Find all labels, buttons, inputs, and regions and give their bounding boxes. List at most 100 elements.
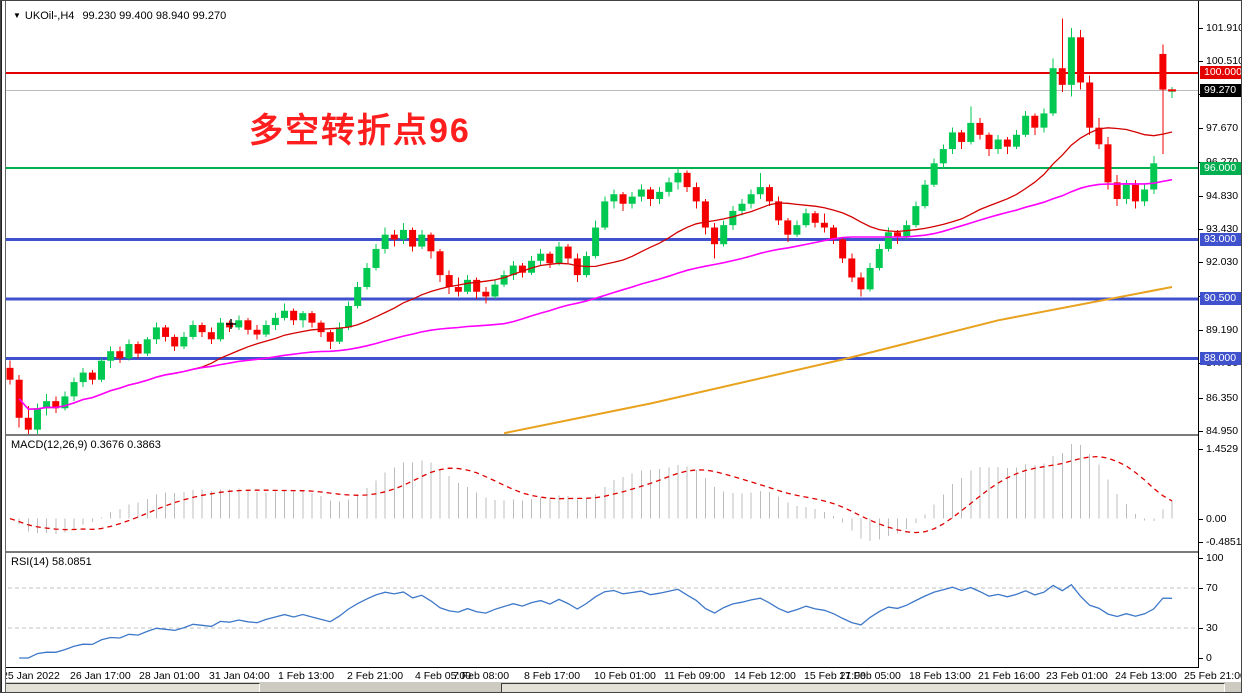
time-axis-label: 14 Feb 12:00: [734, 670, 796, 682]
candle-body: [1122, 184, 1130, 199]
time-axis-label: 17 Feb 05:00: [839, 670, 901, 682]
time-axis-label: 11 Feb 09:00: [664, 670, 726, 682]
time-axis-label: 25 Feb 21:00: [1184, 670, 1242, 682]
candle-body: [656, 191, 664, 199]
candle-body: [628, 196, 636, 204]
price-tick-label: 92.030: [1206, 256, 1239, 268]
candle-body: [765, 187, 773, 202]
macd-axis-label: 0.00: [1206, 513, 1227, 525]
candle-body: [546, 253, 554, 264]
candle-body: [976, 122, 984, 135]
candle-body: [427, 234, 435, 252]
rsi-canvas[interactable]: [1, 553, 1198, 668]
price-badge: 93.000: [1200, 233, 1241, 246]
candle-body: [354, 286, 362, 307]
candle-body: [939, 149, 947, 164]
candle-body: [216, 322, 224, 340]
candle-body: [1131, 184, 1139, 202]
price-tick-label-tick: [1199, 28, 1203, 29]
candle-body: [692, 187, 700, 202]
macd-pane[interactable]: MACD(12,26,9) 0.3676 0.3863: [1, 436, 1198, 551]
candle-body: [226, 322, 234, 328]
candle-body: [921, 184, 929, 207]
candle-body: [866, 267, 874, 290]
symbol-dropdown-icon[interactable]: ▼: [13, 11, 21, 20]
annotation-text[interactable]: 多空转折点96: [249, 112, 471, 150]
candle-body: [610, 194, 618, 202]
price-tick-label: 89.190: [1206, 324, 1239, 336]
candle-body: [235, 320, 243, 328]
candle-body: [244, 320, 252, 330]
candle-body: [445, 275, 453, 287]
candle-body: [994, 139, 1002, 150]
macd-canvas[interactable]: [1, 436, 1198, 551]
price-tick-label: 84.950: [1206, 425, 1239, 437]
pane-divider-1[interactable]: [1, 434, 1241, 436]
candle-body: [152, 327, 160, 340]
time-axis-label: 7 Feb 08:00: [453, 670, 510, 682]
candle-body: [1022, 115, 1030, 135]
candle-body: [464, 279, 471, 292]
candle-body: [948, 132, 956, 150]
candle-body: [372, 248, 380, 268]
price-tick-label-tick: [1199, 128, 1203, 129]
candle-body: [207, 332, 215, 340]
candle-body: [24, 417, 32, 430]
chart-title[interactable]: ▼ UKOil-,H4 99.230 99.400 98.940 99.270: [13, 10, 226, 22]
candle-body: [701, 201, 709, 228]
macd-axis-label-tick: [1199, 519, 1203, 520]
candle-body: [784, 220, 792, 235]
candle-body: [1067, 37, 1075, 85]
candle-body: [162, 327, 170, 337]
candle-body: [811, 213, 819, 223]
candle-body: [509, 265, 517, 276]
candle-body: [582, 256, 590, 276]
scrollbar-segment-left[interactable]: [5, 683, 260, 692]
candle-body: [116, 351, 124, 359]
time-axis-label: 26 Jan 17:00: [70, 670, 131, 682]
rsi-axis-label: 100: [1206, 552, 1224, 564]
candle-body: [1077, 37, 1085, 83]
candle-body: [290, 310, 298, 321]
candle-body: [1013, 134, 1020, 147]
price-chart-pane[interactable]: ▼ UKOil-,H4 99.230 99.400 98.940 99.270 多空…: [1, 3, 1198, 434]
price-badge: 99.270: [1200, 84, 1241, 97]
price-chart-canvas[interactable]: [1, 3, 1198, 434]
candle-body: [134, 344, 142, 354]
macd-axis-label: -0.4851: [1206, 536, 1242, 548]
candle-body: [482, 291, 490, 297]
candle-body: [1104, 144, 1112, 183]
candle-body: [1095, 127, 1103, 145]
candle-body: [1086, 82, 1094, 128]
candle-body: [1058, 68, 1066, 85]
rsi-label: RSI(14) 58.0851: [11, 556, 92, 568]
candle-body: [262, 325, 270, 335]
candle-body: [491, 284, 499, 297]
price-axis[interactable]: 101.910100.51099.11097.67096.27094.83093…: [1198, 1, 1242, 668]
candle-body: [500, 275, 508, 285]
candle-body: [793, 225, 801, 235]
time-axis[interactable]: 25 Jan 2022 26 Jan 17:00 28 Jan 01:00 31 Ja…: [1, 668, 1242, 682]
rsi-pane[interactable]: RSI(14) 58.0851: [1, 553, 1198, 668]
candle-body: [518, 265, 526, 273]
candle-body: [1003, 139, 1011, 147]
candle-body: [390, 234, 398, 240]
price-tick-label-tick: [1199, 196, 1203, 197]
long-term-ma-line: [503, 286, 1173, 434]
rsi-axis-label-tick: [1199, 588, 1203, 589]
macd-label: MACD(12,26,9) 0.3676 0.3863: [11, 439, 161, 451]
horizontal-level-lines[interactable]: [1, 71, 1198, 360]
scrollbar-segment-right[interactable]: [501, 683, 1225, 692]
rsi-axis-label-tick: [1199, 558, 1203, 559]
macd-signal-line: [9, 455, 1173, 534]
candle-body: [107, 351, 115, 361]
candle-body: [647, 189, 654, 199]
pane-divider-2[interactable]: [1, 551, 1241, 553]
candle-body: [601, 201, 609, 228]
bottom-scrollbar[interactable]: [1, 682, 1241, 692]
price-tick-label: 86.350: [1206, 392, 1239, 404]
candle-body: [253, 329, 261, 335]
candle-body: [409, 229, 417, 247]
time-axis-label: 21 Feb 16:00: [978, 670, 1040, 682]
candle-body: [683, 172, 691, 188]
